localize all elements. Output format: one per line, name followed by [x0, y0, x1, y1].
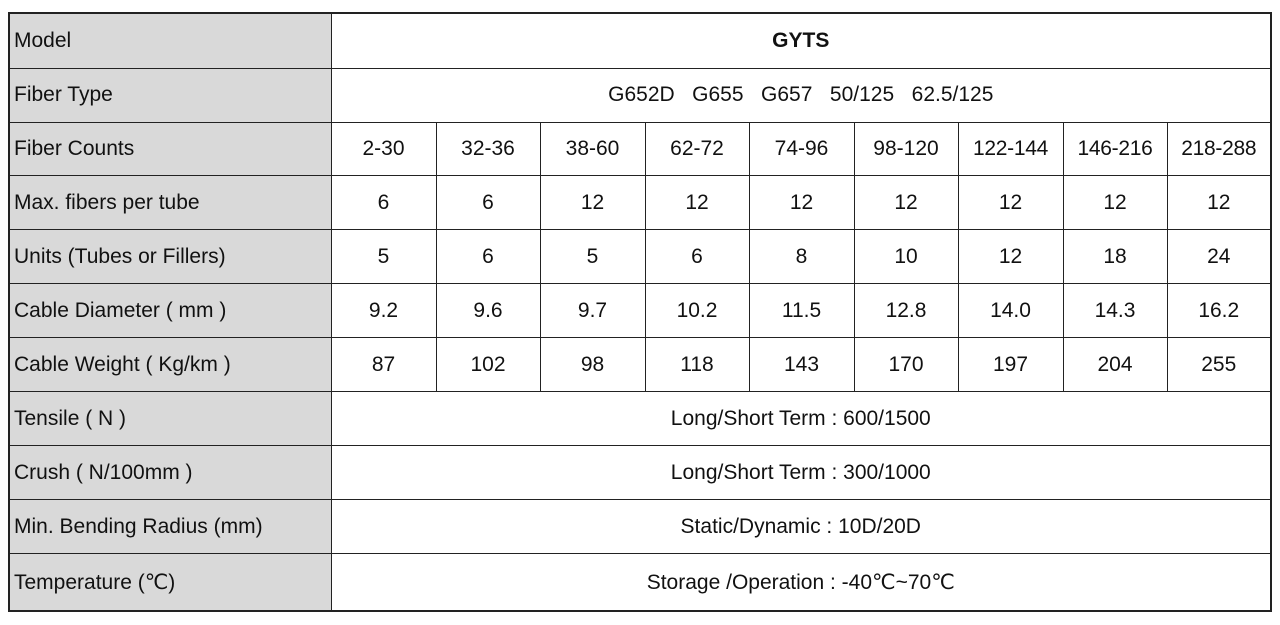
cell: 12 — [1166, 175, 1272, 231]
cell: 9.6 — [435, 283, 541, 339]
row-model: Model GYTS — [8, 12, 1272, 69]
row-label: Fiber Counts — [8, 121, 332, 177]
row-label: Fiber Type — [8, 67, 332, 123]
row-temperature: Temperature (℃) Storage /Operation : -40… — [8, 553, 1272, 612]
cell: 218-288 — [1166, 121, 1272, 177]
cell: 14.0 — [957, 283, 1064, 339]
cell: 255 — [1166, 337, 1272, 393]
row-max-fibers: Max. fibers per tube 6 6 12 12 12 12 12 … — [8, 175, 1272, 231]
cell: 98 — [539, 337, 646, 393]
cell: 146-216 — [1062, 121, 1168, 177]
cell: 12 — [957, 175, 1064, 231]
model-value: GYTS — [330, 12, 1272, 69]
row-label: Max. fibers per tube — [8, 175, 332, 231]
row-label: Min. Bending Radius (mm) — [8, 499, 332, 555]
crush-value: Long/Short Term : 300/1000 — [330, 445, 1272, 501]
row-label: Cable Diameter ( mm ) — [8, 283, 332, 339]
row-label: Units (Tubes or Fillers) — [8, 229, 332, 285]
cell: 62-72 — [644, 121, 750, 177]
cell: 12 — [1062, 175, 1168, 231]
tensile-value: Long/Short Term : 600/1500 — [330, 391, 1272, 447]
cell: 18 — [1062, 229, 1168, 285]
cell: 11.5 — [748, 283, 855, 339]
cell: 14.3 — [1062, 283, 1168, 339]
cell: 6 — [644, 229, 750, 285]
row-label: Model — [8, 12, 332, 69]
cell: 143 — [748, 337, 855, 393]
cell: 12 — [539, 175, 646, 231]
row-cable-weight: Cable Weight ( Kg/km ) 87 102 98 118 143… — [8, 337, 1272, 393]
row-label: Temperature (℃) — [8, 553, 332, 612]
cell: 10.2 — [644, 283, 750, 339]
cell: 12 — [644, 175, 750, 231]
row-label: Tensile ( N ) — [8, 391, 332, 447]
row-fiber-type: Fiber Type G652D G655 G657 50/125 62.5/1… — [8, 67, 1272, 123]
cell: 16.2 — [1166, 283, 1272, 339]
cell: 12.8 — [853, 283, 959, 339]
cell: 197 — [957, 337, 1064, 393]
cell: 38-60 — [539, 121, 646, 177]
row-fiber-counts: Fiber Counts 2-30 32-36 38-60 62-72 74-9… — [8, 121, 1272, 177]
cell: 118 — [644, 337, 750, 393]
temperature-value: Storage /Operation : -40℃~70℃ — [330, 553, 1272, 612]
bending-radius-value: Static/Dynamic : 10D/20D — [330, 499, 1272, 555]
cell: 9.2 — [330, 283, 437, 339]
cell: 9.7 — [539, 283, 646, 339]
row-units: Units (Tubes or Fillers) 5 6 5 6 8 10 12… — [8, 229, 1272, 285]
cell: 24 — [1166, 229, 1272, 285]
cell: 87 — [330, 337, 437, 393]
cell: 8 — [748, 229, 855, 285]
cell: 6 — [435, 175, 541, 231]
cell: 98-120 — [853, 121, 959, 177]
cell: 74-96 — [748, 121, 855, 177]
cell: 12 — [957, 229, 1064, 285]
row-tensile: Tensile ( N ) Long/Short Term : 600/1500 — [8, 391, 1272, 447]
row-label: Crush ( N/100mm ) — [8, 445, 332, 501]
cell: 6 — [330, 175, 437, 231]
row-crush: Crush ( N/100mm ) Long/Short Term : 300/… — [8, 445, 1272, 501]
row-label: Cable Weight ( Kg/km ) — [8, 337, 332, 393]
cell: 122-144 — [957, 121, 1064, 177]
cell: 12 — [748, 175, 855, 231]
cell: 10 — [853, 229, 959, 285]
cell: 12 — [853, 175, 959, 231]
row-bending-radius: Min. Bending Radius (mm) Static/Dynamic … — [8, 499, 1272, 555]
cell: 2-30 — [330, 121, 437, 177]
cell: 6 — [435, 229, 541, 285]
spec-table: Model GYTS Fiber Type G652D G655 G657 50… — [8, 12, 1273, 612]
fiber-type-value: G652D G655 G657 50/125 62.5/125 — [330, 67, 1272, 123]
cell: 102 — [435, 337, 541, 393]
cell: 204 — [1062, 337, 1168, 393]
row-cable-diameter: Cable Diameter ( mm ) 9.2 9.6 9.7 10.2 1… — [8, 283, 1272, 339]
cell: 170 — [853, 337, 959, 393]
cell: 5 — [330, 229, 437, 285]
cell: 32-36 — [435, 121, 541, 177]
cell: 5 — [539, 229, 646, 285]
